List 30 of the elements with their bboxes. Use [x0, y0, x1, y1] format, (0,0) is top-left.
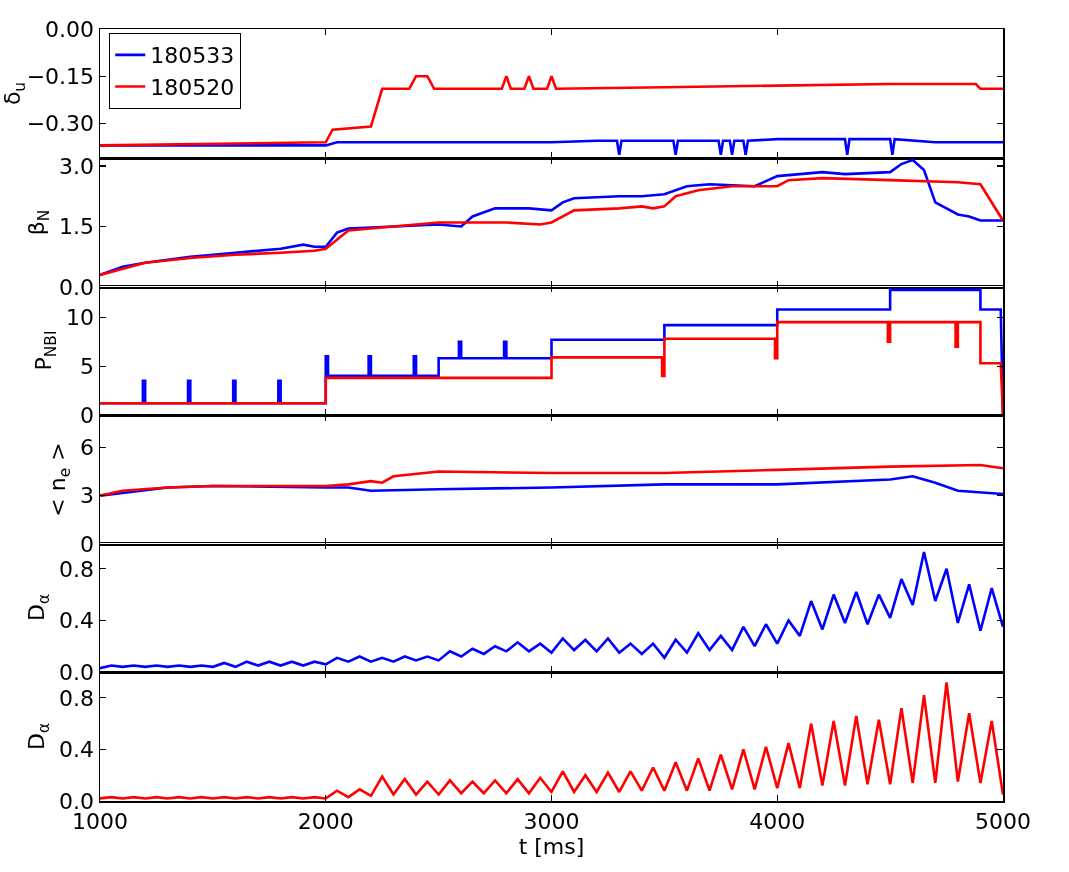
- y-tick-label: 0: [80, 531, 95, 557]
- y-tick-label: 0: [80, 402, 95, 428]
- y-tick-label: 0.0: [59, 659, 95, 685]
- line-series: [100, 550, 1003, 670]
- y-tick-label: 0.8: [59, 685, 95, 710]
- y-tick-label: 3: [80, 482, 95, 508]
- y-tick-label: 3.0: [59, 153, 95, 179]
- x-tick-label: 5000: [975, 808, 1031, 834]
- y-tick-label: 5: [80, 353, 95, 379]
- y-tick-label: 0.0: [59, 274, 95, 300]
- x-axis-title: t [ms]: [518, 833, 585, 859]
- legend-label: 180533: [150, 43, 235, 69]
- y-tick-label: −0.30: [26, 111, 95, 137]
- line-series: [100, 320, 1003, 415]
- y-tick-label: 0.4: [59, 736, 95, 762]
- x-tick-label: 3000: [523, 808, 580, 834]
- legend-label: 180520: [150, 75, 235, 101]
- y-tick-label: 10: [66, 304, 95, 330]
- y-tick-label: 6: [80, 434, 95, 460]
- y-tick-label: 0.00: [45, 16, 95, 42]
- y-tick-label: 1.5: [59, 213, 95, 239]
- line-series: [100, 463, 1003, 497]
- line-series: [100, 680, 1003, 800]
- y-tick-label: 0.4: [59, 608, 95, 634]
- line-series: [100, 74, 1003, 147]
- x-tick-label: 4000: [749, 808, 806, 834]
- y-tick-label: 0.8: [59, 556, 95, 582]
- x-tick-label: 2000: [297, 808, 354, 834]
- line-series: [100, 176, 1003, 276]
- y-tick-label: −0.15: [26, 63, 95, 89]
